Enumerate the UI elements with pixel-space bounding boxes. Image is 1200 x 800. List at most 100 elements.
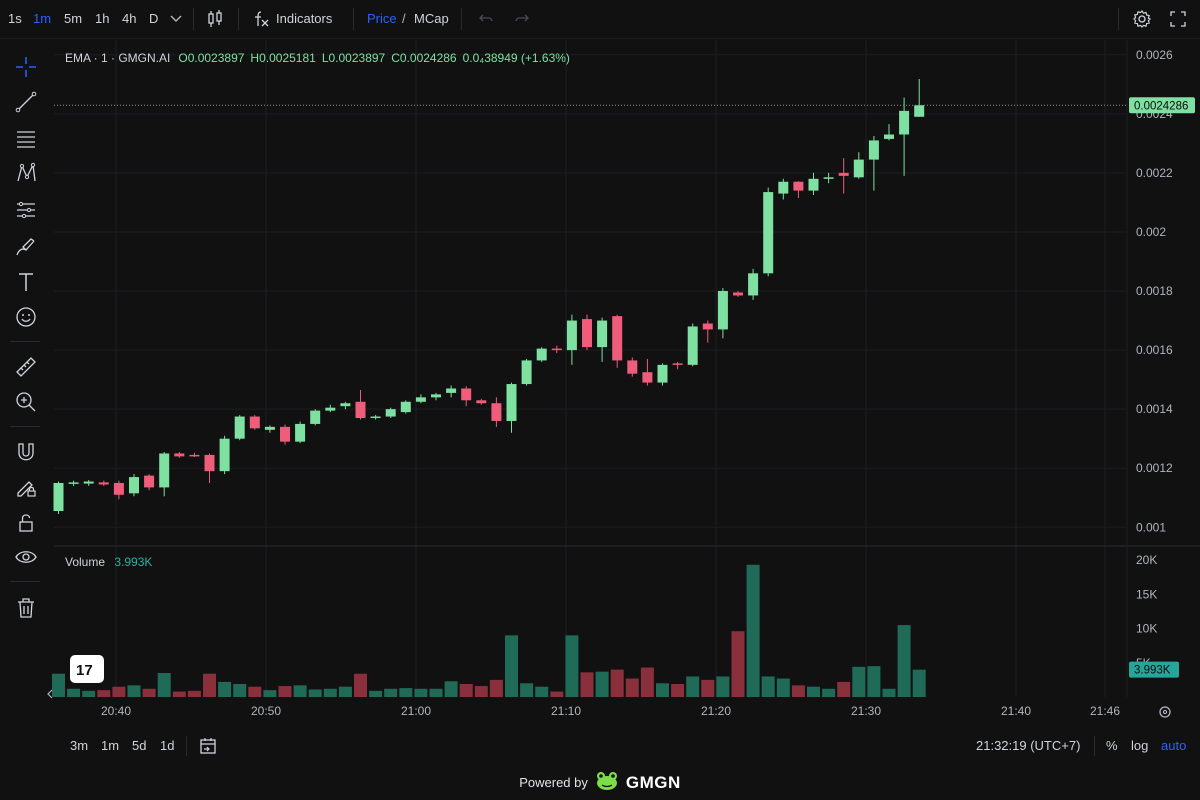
unlock-icon[interactable]	[10, 509, 42, 537]
undo-icon[interactable]	[476, 9, 496, 29]
time-axis-label: 21:00	[401, 704, 431, 718]
candle-body	[461, 388, 472, 401]
brush-icon[interactable]	[10, 233, 42, 261]
current-volume-tag-text: 3.993K	[1134, 665, 1171, 677]
date-range-calendar-icon[interactable]	[197, 735, 219, 757]
log-toggle[interactable]: log	[1131, 738, 1149, 753]
candle-body	[838, 172, 849, 176]
volume-bar	[565, 635, 579, 697]
volume-bar	[701, 679, 715, 697]
indicators-fx-icon[interactable]	[252, 9, 272, 29]
auto-toggle[interactable]: auto	[1161, 738, 1187, 753]
candle-body	[733, 292, 743, 296]
candle-body	[234, 416, 245, 439]
emoji-icon[interactable]	[10, 303, 42, 331]
candle-body	[612, 316, 623, 361]
ohlc-legend: EMA · 1 · GMGN.AI O0.0023897 H0.0025181 …	[65, 51, 570, 65]
mcap-toggle[interactable]: MCap	[414, 11, 449, 26]
range-3m[interactable]: 3m	[70, 738, 89, 753]
candle-body	[159, 453, 170, 488]
top-toolbar: 1s 1m 5m 1h 4h D Indicators Price / MCap	[0, 0, 1200, 38]
zoom-in-icon[interactable]	[10, 388, 42, 416]
volume-bar	[127, 685, 141, 697]
candle-body	[808, 178, 819, 191]
volume-bar	[625, 678, 639, 697]
pattern-icon[interactable]	[10, 159, 42, 187]
candle-body	[793, 181, 804, 191]
time-axis-label: 21:46	[1090, 704, 1120, 718]
fullscreen-icon[interactable]	[1167, 8, 1189, 30]
candle-body	[657, 364, 668, 383]
range-5d[interactable]: 5d	[132, 738, 147, 753]
candle-body	[204, 454, 215, 472]
volume-bar	[52, 673, 65, 697]
current-price-tag	[1129, 97, 1195, 114]
candle-body	[748, 273, 759, 296]
time-axis-label: 20:40	[101, 704, 131, 718]
volume-bar	[338, 686, 352, 697]
volume-bar	[97, 690, 111, 697]
redo-icon[interactable]	[512, 9, 532, 29]
clock-utc[interactable]: 21:32:19 (UTC+7)	[976, 738, 1081, 753]
timeframe-5m[interactable]: 5m	[64, 11, 83, 26]
text-tool-icon[interactable]	[10, 268, 42, 296]
price-axis-label: 0.002	[1136, 225, 1166, 239]
timeframe-1s[interactable]: 1s	[8, 11, 22, 26]
timeframe-1h[interactable]: 1h	[95, 11, 110, 26]
trend-line-icon[interactable]	[10, 88, 42, 116]
candle-body	[823, 177, 834, 179]
candle-body	[536, 348, 547, 361]
lock-drawing-icon[interactable]	[10, 473, 42, 501]
bottom-toolbar: 3m 1m 5d 1d 21:32:19 (UTC+7) % log auto	[0, 730, 1200, 762]
volume-bar	[459, 683, 473, 697]
gmgn-frog-logo-icon	[594, 770, 620, 795]
candle-body	[566, 320, 577, 351]
candle-body	[582, 319, 592, 348]
candle-body	[113, 482, 124, 495]
candles-chart-type-icon[interactable]	[204, 9, 226, 29]
candle-body	[672, 363, 683, 365]
indicators-button[interactable]: Indicators	[276, 11, 333, 26]
forecast-icon[interactable]	[10, 196, 42, 224]
candle-body	[491, 403, 502, 421]
candle-body	[400, 401, 411, 413]
volume-bar	[218, 681, 232, 697]
candle-body	[778, 181, 789, 194]
candle-body	[702, 323, 713, 330]
candle-body	[98, 482, 109, 485]
current-volume-tag	[1129, 661, 1179, 678]
ruler-icon[interactable]	[10, 353, 42, 381]
powered-by-label: Powered by	[519, 775, 588, 790]
volume-bar	[535, 686, 549, 697]
price-toggle[interactable]: Price	[367, 11, 397, 26]
volume-bar	[505, 635, 518, 697]
percent-toggle[interactable]: %	[1106, 738, 1118, 753]
crosshair-icon[interactable]	[10, 53, 42, 81]
trash-icon[interactable]	[10, 594, 42, 622]
timeframe-1m[interactable]: 1m	[33, 11, 52, 26]
timeframe-4h[interactable]: 4h	[122, 11, 137, 26]
volume-bar	[595, 671, 609, 697]
tradingview-logo-glyph: 17	[76, 662, 93, 679]
range-1d[interactable]: 1d	[160, 738, 175, 753]
high-value: H0.0025181	[250, 51, 316, 65]
volume-bar	[278, 686, 292, 697]
candle-body	[899, 110, 910, 135]
eye-visibility-icon[interactable]	[10, 543, 42, 571]
volume-bar	[399, 688, 413, 697]
candle-body	[763, 192, 774, 274]
range-1m[interactable]: 1m	[101, 738, 120, 753]
low-value: L0.0023897	[321, 51, 386, 65]
volume-axis-label: 10K	[1136, 622, 1157, 636]
volume-bar	[897, 625, 911, 697]
candle-body	[189, 454, 200, 457]
volume-bar	[67, 688, 81, 697]
fib-retracement-icon[interactable]	[10, 124, 42, 152]
volume-bar	[912, 669, 926, 697]
timeframe-d[interactable]: D	[149, 11, 159, 26]
magnet-icon[interactable]	[10, 438, 42, 466]
chevron-down-icon[interactable]	[168, 12, 184, 26]
volume-bar	[384, 688, 398, 697]
settings-gear-icon[interactable]	[1131, 8, 1153, 30]
